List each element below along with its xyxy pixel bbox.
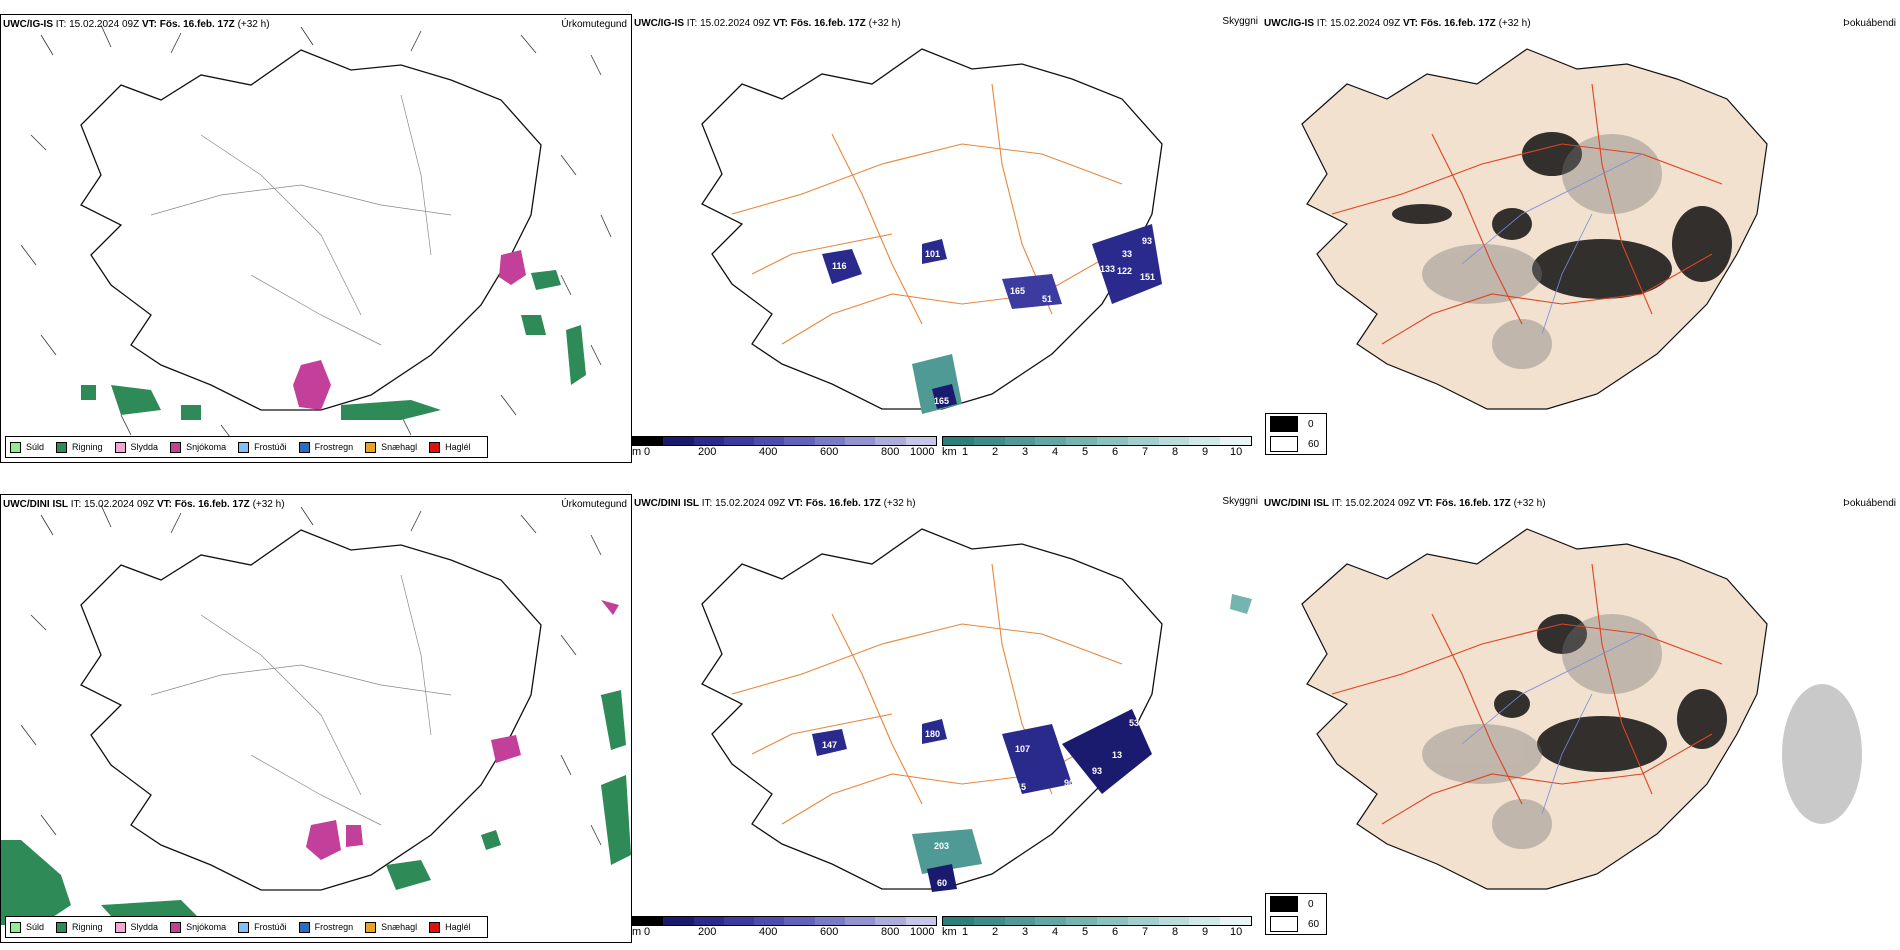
svg-text:151: 151: [1140, 272, 1155, 282]
svg-text:93: 93: [1142, 236, 1152, 246]
legend-item: Haglél: [429, 921, 471, 933]
field-name: Skyggni: [1222, 16, 1258, 27]
legend-item: Snjókoma: [170, 921, 226, 933]
fog-patches: [1494, 614, 1727, 772]
legend-item: Haglél: [429, 441, 471, 453]
legend-item: Snjókoma: [170, 441, 226, 453]
svg-text:53: 53: [1129, 718, 1139, 728]
svg-text:122: 122: [1117, 266, 1132, 276]
vis-scale-m: [632, 436, 937, 446]
vis-scale-m: [632, 916, 937, 926]
fog-panel-bottom: UWC/DINI ISL IT: 15.02.2024 09Z VT: Fös.…: [1262, 494, 1900, 943]
svg-text:101: 101: [925, 249, 940, 259]
svg-text:51: 51: [1042, 294, 1052, 304]
visibility-map-top: 116 101 165 51 33 93 133 122 151 53 165: [701, 48, 1163, 414]
svg-text:203: 203: [934, 841, 949, 851]
panel-title: UWC/IG-IS IT: 15.02.2024 09Z VT: Fös. 16…: [3, 19, 270, 30]
legend-item: Slydda: [114, 921, 158, 933]
rivers: [1461, 633, 1643, 815]
legend-item: Frostregn: [298, 441, 353, 453]
iceland-coastline: [701, 48, 1163, 410]
precip-areas: [1, 600, 631, 927]
svg-text:165: 165: [1010, 286, 1025, 296]
panel-title: UWC/IG-IS IT: 15.02.2024 09Z VT: Fös. 16…: [1264, 18, 1531, 29]
rivers: [1461, 153, 1643, 335]
visibility-labels: 147 180 107 93 13 53 90 15 203 60: [822, 718, 1139, 888]
fog-legend-bottom: 0 60: [1265, 893, 1327, 935]
panel-title: UWC/DINI ISL IT: 15.02.2024 09Z VT: Fös.…: [1264, 498, 1546, 509]
precip-areas: [81, 250, 586, 420]
panel-title: UWC/IG-IS IT: 15.02.2024 09Z VT: Fös. 16…: [634, 18, 901, 29]
legend-item: Snæhagl: [365, 441, 417, 453]
iceland-coastline: [701, 528, 1163, 890]
legend-item: Súld: [10, 441, 44, 453]
road-network: [1331, 83, 1723, 345]
field-name: Þokuábendi: [1843, 498, 1896, 509]
panel-title: UWC/DINI ISL IT: 15.02.2024 09Z VT: Fös.…: [3, 499, 285, 510]
svg-text:93: 93: [1092, 766, 1102, 776]
panel-title: UWC/DINI ISL IT: 15.02.2024 09Z VT: Fös.…: [634, 498, 916, 509]
fog-panel-top: UWC/IG-IS IT: 15.02.2024 09Z VT: Fös. 16…: [1262, 14, 1900, 463]
road-network: [1331, 563, 1723, 825]
legend-item: Rigning: [56, 441, 103, 453]
vis-scale-km: [942, 916, 1252, 926]
svg-text:147: 147: [822, 740, 837, 750]
fog-patches: [1392, 132, 1732, 299]
iceland-coastline: [80, 529, 542, 891]
svg-text:165: 165: [934, 396, 949, 406]
svg-text:133: 133: [1100, 264, 1115, 274]
visibility-panel-bottom: 147 180 107 93 13 53 90 15 203 60 UWC/DI…: [632, 494, 1262, 943]
svg-text:53: 53: [1080, 292, 1090, 302]
fog-map-top: [1301, 48, 1768, 410]
visibility-labels: 116 101 165 51 33 93 133 122 151 53 165: [832, 236, 1155, 406]
fog-grey: [1422, 134, 1662, 369]
precip-legend: Súld Rigning Slydda Snjókoma Frostúði Fr…: [5, 436, 488, 458]
precip-legend: Súld Rigning Slydda Snjókoma Frostúði Fr…: [5, 916, 488, 938]
iceland-land: [1301, 48, 1768, 410]
legend-item: Frostúði: [238, 441, 287, 453]
field-name: Úrkomutegund: [561, 499, 627, 510]
legend-item: Frostúði: [238, 921, 287, 933]
visibility-map-bottom: 147 180 107 93 13 53 90 15 203 60: [701, 528, 1252, 892]
svg-text:33: 33: [1122, 249, 1132, 259]
legend-item: Frostregn: [298, 921, 353, 933]
iceland-coastline: [80, 49, 542, 411]
iceland-land: [1301, 528, 1768, 890]
precip-type-panel-bottom: UWC/DINI ISL IT: 15.02.2024 09Z VT: Fös.…: [0, 494, 632, 943]
svg-text:13: 13: [1112, 750, 1122, 760]
precip-map-bottom: [1, 504, 631, 927]
precip-type-panel-top: UWC/IG-IS IT: 15.02.2024 09Z VT: Fös. 16…: [0, 14, 632, 463]
field-name: Skyggni: [1222, 496, 1258, 507]
svg-text:15: 15: [1016, 782, 1026, 792]
legend-item: Rigning: [56, 921, 103, 933]
svg-text:180: 180: [925, 729, 940, 739]
legend-item: Súld: [10, 921, 44, 933]
legend-item: Slydda: [114, 441, 158, 453]
fog-grey: [1422, 614, 1862, 849]
svg-text:107: 107: [1015, 744, 1030, 754]
visibility-panel-top: 116 101 165 51 33 93 133 122 151 53 165 …: [632, 14, 1262, 463]
svg-text:60: 60: [937, 878, 947, 888]
svg-text:90: 90: [1064, 778, 1074, 788]
svg-text:116: 116: [832, 261, 847, 271]
visibility-areas: [822, 224, 1162, 414]
vis-scale-km: [942, 436, 1252, 446]
fog-legend-top: 0 60: [1265, 413, 1327, 455]
precip-map-top: [20, 24, 612, 446]
visibility-areas: [812, 594, 1252, 892]
legend-item: Snæhagl: [365, 921, 417, 933]
field-name: Þokuábendi: [1843, 18, 1896, 29]
fog-map-bottom: [1301, 528, 1862, 890]
field-name: Úrkomutegund: [561, 19, 627, 30]
